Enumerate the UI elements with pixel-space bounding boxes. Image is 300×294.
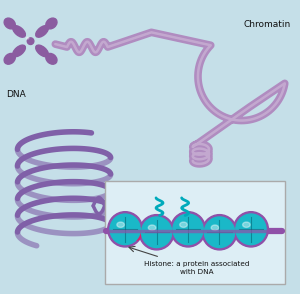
Ellipse shape <box>46 54 57 64</box>
FancyBboxPatch shape <box>105 181 285 284</box>
Circle shape <box>139 215 174 250</box>
Text: Histone: a protein associated
with DNA: Histone: a protein associated with DNA <box>144 261 249 275</box>
Ellipse shape <box>4 18 15 29</box>
Text: DNA: DNA <box>6 90 26 98</box>
Circle shape <box>171 212 206 247</box>
Ellipse shape <box>36 26 48 37</box>
Circle shape <box>142 217 172 248</box>
Ellipse shape <box>4 54 15 64</box>
Ellipse shape <box>46 18 57 29</box>
Ellipse shape <box>243 222 250 228</box>
Circle shape <box>204 217 235 248</box>
Ellipse shape <box>27 38 34 44</box>
Ellipse shape <box>36 45 48 57</box>
Circle shape <box>233 212 268 247</box>
Ellipse shape <box>117 222 124 228</box>
Ellipse shape <box>26 37 29 39</box>
Ellipse shape <box>148 225 156 230</box>
Circle shape <box>202 215 237 250</box>
Text: Chromatin: Chromatin <box>243 21 290 29</box>
Ellipse shape <box>131 224 142 240</box>
Circle shape <box>173 214 203 245</box>
Circle shape <box>236 214 266 245</box>
Ellipse shape <box>211 225 219 230</box>
Ellipse shape <box>13 45 26 57</box>
Circle shape <box>108 212 142 247</box>
Ellipse shape <box>180 222 187 228</box>
Circle shape <box>110 214 140 245</box>
Ellipse shape <box>13 26 26 37</box>
